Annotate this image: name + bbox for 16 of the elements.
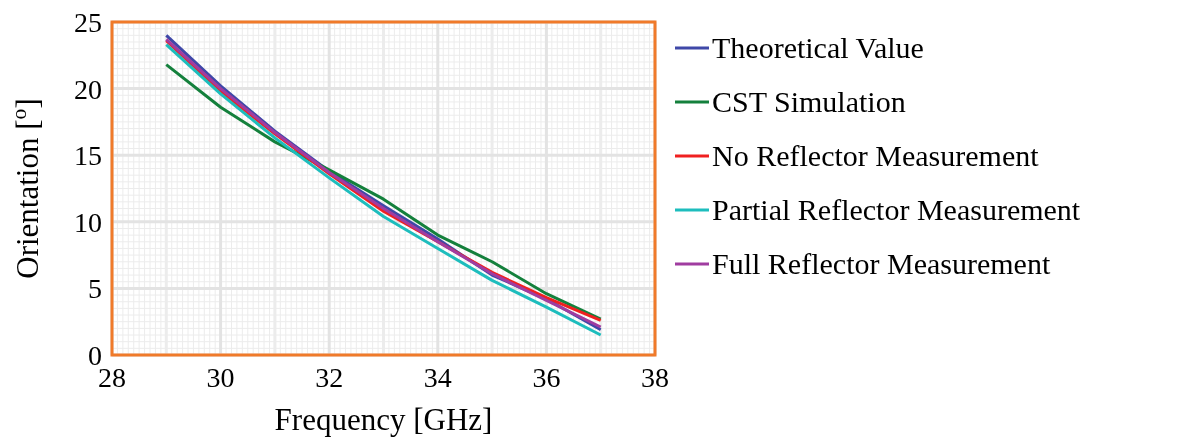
y-tick-label: 20 — [74, 73, 102, 105]
legend-label: Theoretical Value — [712, 31, 924, 64]
x-tick-label: 34 — [423, 362, 452, 393]
legend-label: CST Simulation — [712, 85, 906, 118]
legend-label: No Reflector Measurement — [712, 139, 1040, 172]
legend-label: Full Reflector Measurement — [712, 247, 1051, 280]
x-tick-label: 32 — [315, 362, 344, 393]
y-tick-label: 25 — [74, 7, 102, 38]
legend-label: Partial Reflector Measurement — [712, 193, 1081, 226]
x-tick-label: 38 — [641, 362, 669, 393]
y-tick-label: 5 — [88, 273, 102, 305]
y-tick-label: 10 — [74, 206, 102, 238]
x-axis-title: Frequency [GHz] — [274, 402, 493, 437]
y-tick-label: 15 — [74, 140, 102, 172]
x-tick-label: 36 — [532, 362, 561, 393]
x-tick-label: 30 — [206, 362, 235, 393]
